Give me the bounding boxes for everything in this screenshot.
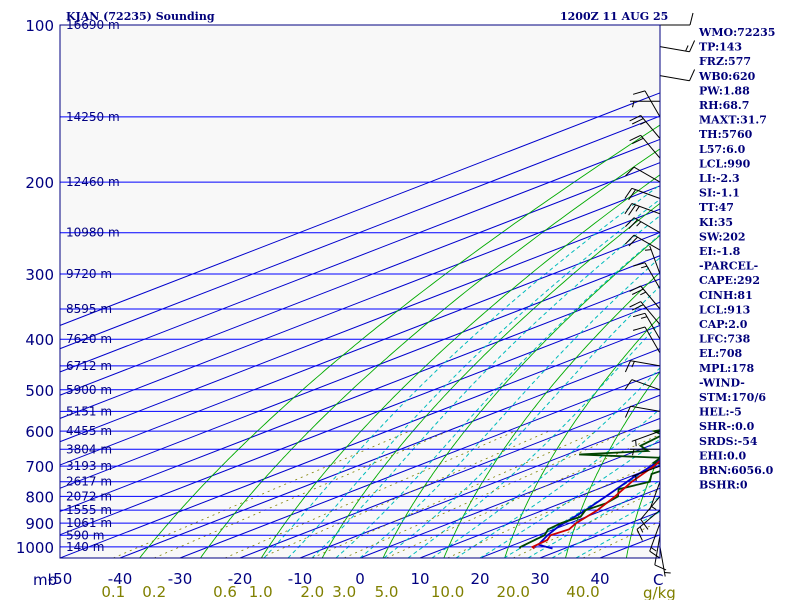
pressure-unit-label: mb [33, 571, 57, 589]
temperature-tick-label: 10 [410, 570, 429, 588]
height-label: 2072 m [66, 489, 112, 503]
wind-barb-half-feather [636, 475, 637, 481]
wind-barb-feather [690, 13, 693, 25]
sounding-index: -WIND- [699, 376, 745, 389]
sounding-index: BRN:6056.0 [699, 464, 774, 477]
mixing-ratio-tick-label: 10.0 [431, 583, 464, 600]
wind-barb [660, 70, 695, 81]
sounding-index: LCL:913 [699, 303, 750, 316]
pressure-tick-label: 1000 [16, 539, 54, 557]
sounding-index: STM:170/6 [699, 391, 766, 404]
wind-barb-half-feather [645, 250, 651, 251]
pressure-tick-label: 100 [25, 17, 54, 35]
wind-barb-staff [660, 76, 690, 81]
wind-barb-feather [690, 70, 695, 81]
sounding-index: LI:-2.3 [699, 172, 740, 185]
mixing-ratio-tick-label: 1.0 [249, 583, 273, 600]
pressure-tick-label: 700 [25, 458, 54, 476]
sounding-index: SW:202 [699, 230, 746, 243]
sounding-index: TH:5760 [699, 128, 753, 141]
wind-barb [660, 41, 695, 52]
wind-barb-feather [690, 41, 695, 52]
sounding-index: EI:-1.8 [699, 245, 741, 258]
height-label: 8595 m [66, 302, 112, 316]
chart-title: KJAN (72235) Sounding [66, 10, 215, 23]
wind-barb-staff [660, 47, 690, 52]
temperature-tick-label: 30 [530, 570, 549, 588]
temperature-tick-label: -40 [108, 570, 133, 588]
temperature-tick-label: -30 [168, 570, 193, 588]
temperature-tick-label: 0 [355, 570, 365, 588]
sounding-index: PW:1.88 [699, 84, 750, 97]
sounding-index: TP:143 [699, 41, 742, 54]
height-label: 14250 m [66, 110, 120, 124]
sounding-index: LFC:738 [699, 333, 751, 346]
pressure-tick-label: 300 [25, 266, 54, 284]
dry-adiabat-line [748, 25, 800, 558]
height-label: 5900 m [66, 383, 112, 397]
wind-barb-half-feather [686, 46, 689, 52]
sounding-index: FRZ:577 [699, 55, 751, 68]
temperature-tick-label: 20 [470, 570, 489, 588]
mixing-ratio-tick-label: 20.0 [496, 583, 529, 600]
sounding-index: WB0:620 [698, 70, 756, 83]
height-label: 12460 m [66, 175, 120, 189]
height-label: 3193 m [66, 459, 112, 473]
temperature-tick-label: 40 [590, 570, 609, 588]
mixing-ratio-tick-label: 0.2 [142, 583, 166, 600]
sounding-index: CAPE:292 [699, 274, 760, 287]
sounding-index: SRDS:-54 [699, 435, 758, 448]
sounding-index: CINH:81 [699, 289, 753, 302]
sounding-index: MPL:178 [699, 362, 755, 375]
sounding-index: RH:68.7 [699, 99, 749, 112]
sounding-index: LCL:990 [699, 157, 751, 170]
pressure-tick-label: 200 [25, 174, 54, 192]
height-label: 10980 m [66, 226, 120, 240]
height-label: 2617 m [66, 475, 112, 489]
height-label: 9720 m [66, 267, 112, 281]
height-label: 140 m [66, 540, 104, 554]
temperature-tick-label: -20 [228, 570, 253, 588]
sounding-index: SI:-1.1 [699, 187, 740, 200]
valid-time: 1200Z 11 AUG 25 [560, 10, 668, 23]
mixing-ratio-unit-label: g/kg [643, 584, 676, 600]
height-label: 4455 m [66, 424, 112, 438]
sounding-index: EHI:0.0 [699, 449, 746, 462]
height-label: 6712 m [66, 359, 112, 373]
sounding-index: HEL:-5 [699, 406, 742, 419]
pressure-tick-label: 800 [25, 488, 54, 506]
pressure-tick-label: 500 [25, 382, 54, 400]
wind-barb-half-feather [636, 440, 637, 446]
sounding-index: -PARCEL- [699, 260, 758, 273]
height-label: 7620 m [66, 332, 112, 346]
mixing-ratio-tick-label: 5.0 [375, 583, 399, 600]
sounding-index: L57:6.0 [699, 143, 746, 156]
sounding-index: SHR-:0.0 [699, 420, 755, 433]
pressure-tick-label: 600 [25, 423, 54, 441]
sounding-index: CAP:2.0 [699, 318, 748, 331]
pressure-tick-label: 400 [25, 331, 54, 349]
sounding-index: BSHR:0 [699, 479, 748, 492]
pressure-tick-label: 900 [25, 515, 54, 533]
height-label: 5151 m [66, 404, 112, 418]
temperature-tick-label: -10 [288, 570, 313, 588]
sounding-index: EL:708 [699, 347, 742, 360]
sounding-index: KI:35 [699, 216, 733, 229]
height-label: 1555 m [66, 503, 112, 517]
height-label: 3804 m [66, 442, 112, 456]
mixing-ratio-tick-label: 3.0 [332, 583, 356, 600]
sounding-index: MAXT:31.7 [699, 114, 767, 127]
wind-barb-half-feather [665, 573, 671, 574]
sounding-index: WMO:72235 [698, 26, 775, 39]
sounding-index: TT:47 [699, 201, 734, 214]
